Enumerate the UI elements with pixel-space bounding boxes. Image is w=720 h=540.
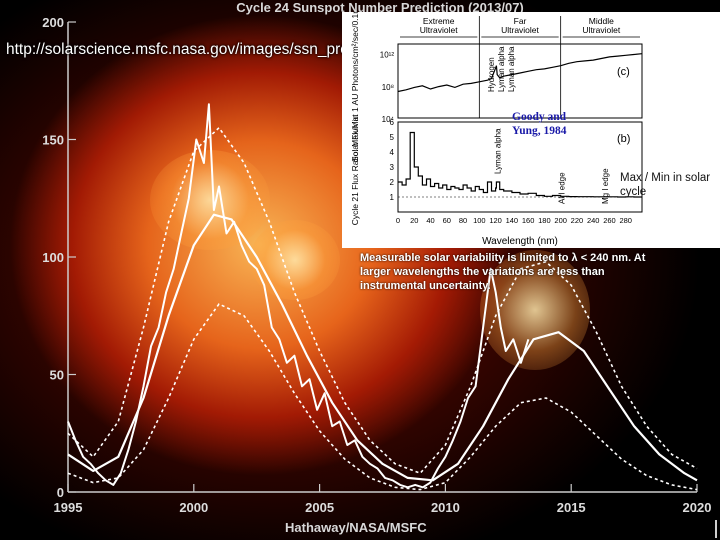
region-label: Ultraviolet [420,25,458,35]
upper-bound-line [67,127,698,475]
panel-c-annotation: Hydrogen [487,57,496,92]
panel-b-x-tick-label: 100 [473,216,486,225]
panel-b-x-tick-label: 140 [506,216,519,225]
panel-c-annotation: Lyman alpha [497,46,506,92]
panel-b-x-tick-label: 80 [459,216,467,225]
smoothed-fit-line [67,213,698,482]
panel-c-y-tick-label: 10⁸ [382,83,394,92]
panel-c-y-label: Solar Flux at 1 AU Photons/cm²/sec/0.1nm [350,12,360,162]
panel-b-annotation: Mg I edge [601,168,610,204]
panel-b-x-tick-label: 280 [619,216,632,225]
panel-b-y-tick-label: 2 [390,178,395,187]
panel-b-x-tick-label: 240 [587,216,600,225]
panel-b-x-tick-label: 0 [396,216,400,225]
panel-b-y-tick-label: 1 [390,193,395,202]
inset-panel-c: 10⁴ 10⁸ 10¹² (c) Solar Flux at 1 AU Photons/… [350,12,643,162]
y-tick-label: 150 [42,133,64,148]
chart-title: Cycle 24 Sunspot Number Prediction (2013… [236,0,524,15]
image-credit: Hathaway/NASA/MSFC [285,520,427,535]
panel-b-x-tick-label: 180 [538,216,551,225]
y-tick-label: 200 [42,15,64,30]
panel-b-x-tick-label: 20 [410,216,418,225]
max-min-note: Max / Min in solar cycle [620,172,711,198]
x-tick-label: 1995 [54,500,83,515]
panel-b-y-label: Cycle 21 Flux Ratio: Max/Min [350,114,360,225]
panel-c-annotation: Lyman alpha [507,46,516,92]
solar-flare-glow [150,150,270,250]
panel-b-x-tick-label: 120 [489,216,502,225]
region-label: Ultraviolet [501,25,539,35]
panel-b-letter: (b) [617,133,630,145]
observed-sunspot-line [67,103,530,489]
panel-b-y-tick-label: 6 [390,118,395,127]
x-tick-label: 2010 [431,500,460,515]
panel-c-letter: (c) [617,66,630,78]
inset-chart: 10⁴ 10⁸ 10¹² (c) Solar Flux at 1 AU Photons/… [350,12,643,247]
panel-b-x-tick-label: 220 [571,216,584,225]
panel-b-y-tick-label: 3 [390,163,395,172]
panel-b-x-tick-label: 60 [443,216,451,225]
panel-b-annotation: Lyman alpha [493,128,502,174]
panel-b-y-tick-label: 5 [390,133,395,142]
panel-b-ratio-line [398,131,642,198]
panel-b-x-tick-label: 160 [522,216,535,225]
panel-b-frame [397,121,643,213]
panel-c-y-tick-label: 10¹² [380,51,395,60]
x-tick-label: 2015 [557,500,586,515]
citation-label: Yung, 1984 [512,125,567,137]
edge-bar [715,520,717,538]
region-label: Far [514,16,527,26]
y-tick-label: 100 [42,250,64,265]
panel-b-annotation: Al I edge [558,172,567,204]
y-tick-label: 50 [50,368,64,383]
panel-c-y-tick-label: 10⁴ [382,115,395,124]
citation-label: Goody and [512,111,567,123]
source-url-note: http://solarscience.msfc.nasa.gov/images… [6,41,406,58]
panel-c-frame [397,43,643,119]
x-tick-label: 2005 [305,500,334,515]
y-tick-label: 0 [57,485,64,500]
lower-bound-line [67,303,698,491]
region-label: Middle [589,16,614,26]
chart-series-group [67,103,698,491]
region-label: Extreme [423,16,455,26]
x-tick-label: 2020 [683,500,712,515]
panel-b-x-tick-label: 260 [603,216,616,225]
inset-spectrum-figure: 10⁴ 10⁸ 10¹² (c) Solar Flux at 1 AU Photons/… [342,12,720,248]
panel-b-x-tick-label: 40 [426,216,434,225]
region-label: Ultraviolet [582,25,620,35]
panel-b-x-label: Wavelength (nm) [482,236,558,247]
x-tick-label: 2000 [179,500,208,515]
panel-c-flux-line [397,53,643,93]
panel-b-y-tick-label: 4 [390,148,395,157]
variability-note: Measurable solar variability is limited … [360,252,646,292]
panel-b-x-tick-label: 200 [554,216,567,225]
